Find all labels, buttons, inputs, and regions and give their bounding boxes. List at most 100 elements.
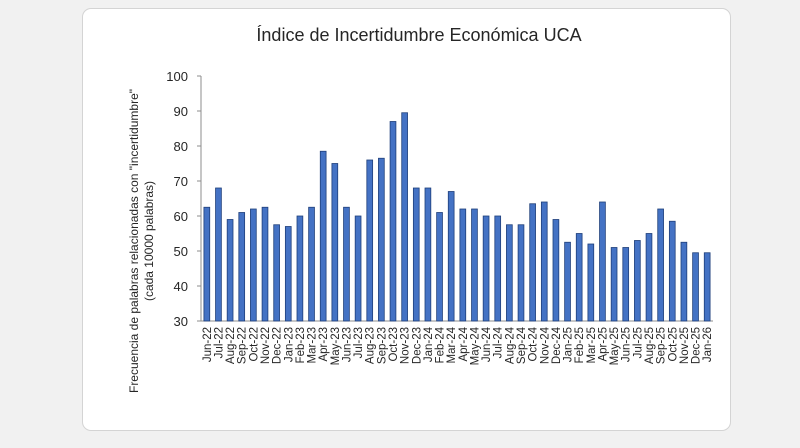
- bar-jan-23: [284, 226, 292, 322]
- bar-oct-24: [529, 203, 536, 322]
- bar-apr-25: [599, 201, 606, 322]
- x-tick-label: Apr-25: [597, 327, 609, 362]
- y-axis-label: Frecuencia de palabras relacionadas con …: [127, 89, 156, 393]
- chart-svg: Índice de Incertidumbre Económica UCA Fr…: [127, 25, 714, 393]
- y-axis-label-line1: Frecuencia de palabras relacionadas con …: [127, 89, 141, 393]
- y-tick-label: 70: [174, 174, 188, 189]
- x-tick-label: May-23: [330, 327, 342, 365]
- x-tick-label: Sep-24: [516, 326, 528, 364]
- x-tick-label: Dec-24: [551, 326, 563, 364]
- bar-nov-25: [680, 241, 688, 322]
- bar-may-24: [471, 208, 478, 322]
- x-tick-label: Nov-25: [679, 327, 691, 364]
- bar-may-23: [331, 163, 339, 322]
- y-tick-label: 40: [174, 279, 188, 294]
- bar-sep-24: [517, 224, 525, 322]
- x-tick-label: Oct-25: [667, 327, 679, 362]
- bar-jul-25: [634, 240, 641, 322]
- x-tick-label: Nov-24: [539, 326, 551, 364]
- x-tick-label: Oct-23: [388, 327, 400, 362]
- x-tick-label: Apr-23: [318, 327, 330, 362]
- bar-dec-25: [692, 252, 699, 322]
- x-tick-label: Apr-24: [458, 326, 470, 361]
- bar-dec-22: [273, 224, 280, 322]
- x-tick-label: Mar-23: [307, 327, 319, 363]
- x-tick-label: Dec-22: [272, 327, 284, 364]
- bar-jul-24: [494, 215, 502, 322]
- bar-jun-23: [343, 206, 350, 322]
- bar-nov-24: [540, 201, 548, 322]
- bar-oct-25: [668, 220, 676, 322]
- bar-mar-23: [308, 206, 315, 322]
- x-tick-label: Aug-23: [365, 327, 377, 364]
- bar-jun-22: [203, 206, 211, 322]
- y-tick-label: 100: [166, 69, 188, 84]
- bar-sep-23: [378, 157, 385, 322]
- x-tick-label: May-25: [609, 327, 621, 365]
- x-tick-label: Oct-22: [248, 327, 260, 362]
- y-ticks: 30 40 50 60 70 80 90 100: [166, 69, 201, 329]
- x-tick-label: Feb-24: [435, 326, 447, 363]
- x-tick-label: Sep-25: [656, 327, 668, 364]
- x-tick-label: Feb-25: [574, 327, 586, 363]
- y-tick-label: 30: [174, 314, 188, 329]
- y-tick-label: 50: [174, 244, 188, 259]
- bar-jun-25: [622, 247, 630, 322]
- x-tick-label: Jul-25: [632, 327, 644, 358]
- y-tick-label: 80: [174, 139, 188, 154]
- x-tick-label: Jul-23: [353, 327, 365, 358]
- x-tick-label: May-24: [469, 326, 481, 365]
- y-axis-label-line2: (cada 10000 palabras): [142, 181, 156, 301]
- bar-jan-25: [564, 241, 571, 322]
- bar-feb-23: [296, 215, 304, 322]
- x-tick-label: Oct-24: [528, 326, 540, 361]
- x-tick-label: Feb-23: [295, 327, 307, 363]
- x-tick-label: Aug-25: [644, 327, 656, 364]
- x-tick-label: Jan-24: [423, 326, 435, 362]
- x-tick-label: Nov-22: [260, 327, 272, 364]
- bar-aug-25: [645, 233, 653, 322]
- x-tick-label: Jun-23: [341, 327, 353, 362]
- bar-oct-22: [250, 208, 257, 322]
- bar-nov-22: [261, 206, 269, 322]
- x-tick-label: Sep-22: [237, 327, 249, 364]
- bar-feb-24: [436, 212, 443, 322]
- bar-mar-25: [587, 243, 595, 322]
- bar-nov-23: [401, 112, 408, 322]
- chart-title: Índice de Incertidumbre Económica UCA: [256, 25, 581, 45]
- bar-dec-24: [552, 219, 560, 322]
- x-ticks: Jun-22 Jul-22 Aug-22 Sep-22 Oct-22 Nov-22 Dec-…: [202, 326, 714, 365]
- x-tick-label: Dec-25: [691, 327, 703, 364]
- x-tick-label: Dec-23: [411, 327, 423, 364]
- bar-aug-23: [366, 159, 374, 322]
- x-tick-label: Jan-26: [702, 327, 714, 362]
- bar-jul-22: [215, 187, 222, 322]
- x-tick-label: Mar-24: [446, 326, 458, 363]
- x-tick-label: Nov-23: [400, 327, 412, 364]
- bar-dec-23: [412, 187, 420, 322]
- y-tick-label: 60: [174, 209, 188, 224]
- bar-sep-25: [657, 208, 664, 322]
- bar-aug-22: [226, 219, 234, 322]
- bar-feb-25: [575, 233, 583, 322]
- bar-aug-24: [506, 224, 513, 322]
- bar-jan-26: [703, 252, 711, 322]
- x-tick-label: Jan-25: [563, 327, 575, 362]
- x-tick-label: Jan-23: [283, 327, 295, 362]
- x-tick-label: Mar-25: [586, 327, 598, 363]
- bars: [203, 112, 711, 322]
- x-tick-label: Sep-23: [376, 327, 388, 364]
- x-tick-label: Jun-25: [621, 327, 633, 362]
- bar-may-25: [610, 247, 618, 322]
- bar-apr-24: [459, 208, 467, 322]
- x-tick-label: Aug-24: [504, 326, 516, 364]
- bar-jul-23: [354, 215, 362, 322]
- bar-oct-23: [389, 121, 397, 322]
- x-tick-label: Jul-22: [213, 327, 225, 358]
- x-tick-label: Aug-22: [225, 327, 237, 364]
- bar-jan-24: [424, 187, 432, 322]
- x-tick-label: Jun-22: [202, 327, 214, 362]
- bar-sep-22: [238, 212, 246, 322]
- bar-mar-24: [447, 191, 455, 322]
- bar-jun-24: [482, 215, 490, 322]
